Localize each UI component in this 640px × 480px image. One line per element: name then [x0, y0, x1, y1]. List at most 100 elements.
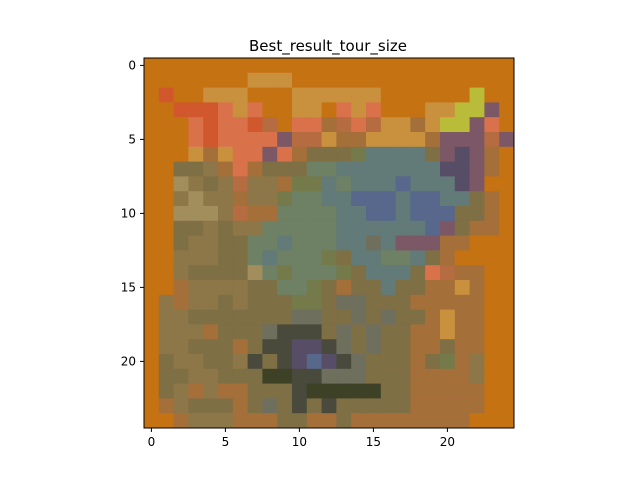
heatmap-cell	[173, 383, 189, 399]
heatmap-cell	[306, 354, 322, 370]
heatmap-cell	[203, 117, 219, 133]
heatmap-cell	[218, 206, 234, 222]
heatmap-cell	[425, 176, 441, 192]
heatmap-cell	[173, 280, 189, 296]
heatmap-cell	[292, 413, 308, 429]
heatmap-cell	[144, 368, 160, 384]
heatmap-cell	[336, 324, 352, 340]
heatmap-cell	[173, 117, 189, 133]
heatmap-cell	[484, 87, 500, 103]
heatmap-cell	[321, 206, 337, 222]
heatmap-cell	[292, 161, 308, 177]
heatmap-cell	[203, 102, 219, 118]
heatmap-cell	[425, 354, 441, 370]
heatmap-cell	[262, 132, 278, 148]
heatmap-cell	[158, 398, 174, 414]
heatmap-cell	[440, 220, 456, 236]
heatmap-cell	[454, 220, 470, 236]
heatmap-cell	[499, 354, 515, 370]
heatmap-cell	[410, 220, 426, 236]
heatmap-cell	[454, 413, 470, 429]
heatmap-cell	[144, 102, 160, 118]
heatmap-cell	[321, 383, 337, 399]
heatmap-cell	[218, 235, 234, 251]
heatmap-cell	[425, 206, 441, 222]
x-tick-label: 20	[440, 435, 455, 449]
heatmap-cell	[158, 132, 174, 148]
heatmap-cell	[277, 339, 293, 355]
heatmap-cell	[277, 235, 293, 251]
heatmap-cell	[144, 132, 160, 148]
heatmap-cell	[158, 117, 174, 133]
heatmap-cell	[144, 72, 160, 88]
heatmap-cell	[469, 324, 485, 340]
heatmap-cell	[262, 339, 278, 355]
heatmap-cell	[336, 354, 352, 370]
heatmap-cell	[410, 132, 426, 148]
heatmap-cell	[440, 250, 456, 266]
heatmap-cell	[366, 58, 382, 74]
heatmap-cell	[336, 176, 352, 192]
heatmap-cell	[454, 383, 470, 399]
heatmap-cell	[262, 398, 278, 414]
heatmap-cell	[440, 383, 456, 399]
heatmap-cell	[321, 398, 337, 414]
heatmap-cell	[203, 191, 219, 207]
heatmap-cell	[484, 72, 500, 88]
heatmap-cell	[469, 339, 485, 355]
heatmap-cell	[425, 250, 441, 266]
heatmap-cell	[203, 368, 219, 384]
heatmap-cell	[262, 294, 278, 310]
heatmap-cell	[351, 398, 367, 414]
heatmap-cell	[484, 176, 500, 192]
heatmap-cell	[158, 102, 174, 118]
heatmap-cell	[247, 146, 263, 162]
heatmap-cell	[454, 102, 470, 118]
heatmap-cell	[351, 294, 367, 310]
heatmap-cell	[336, 220, 352, 236]
heatmap-cell	[469, 368, 485, 384]
heatmap-cell	[203, 324, 219, 340]
heatmap-cell	[454, 309, 470, 325]
heatmap-cell	[366, 117, 382, 133]
heatmap-cell	[158, 383, 174, 399]
heatmap-cell	[292, 383, 308, 399]
heatmap-cell	[484, 280, 500, 296]
heatmap-cell	[380, 413, 396, 429]
heatmap-cell	[277, 176, 293, 192]
heatmap-cell	[188, 191, 204, 207]
heatmap-cell	[499, 235, 515, 251]
heatmap-cell	[262, 383, 278, 399]
heatmap-cell	[321, 309, 337, 325]
heatmap-cell	[218, 102, 234, 118]
y-axis-ticks: 0 5 10 15 20	[121, 58, 144, 368]
heatmap-cell	[469, 206, 485, 222]
heatmap-cell	[454, 294, 470, 310]
heatmap-cell	[262, 354, 278, 370]
heatmap-cell	[410, 398, 426, 414]
heatmap-cell	[454, 176, 470, 192]
heatmap-cell	[469, 280, 485, 296]
heatmap-cell	[336, 132, 352, 148]
heatmap-cell	[395, 161, 411, 177]
heatmap-cell	[306, 220, 322, 236]
heatmap-cell	[410, 206, 426, 222]
heatmap-cell	[173, 324, 189, 340]
heatmap-cell	[144, 250, 160, 266]
heatmap-cell	[218, 161, 234, 177]
heatmap-cell	[395, 146, 411, 162]
heatmap-cell	[395, 87, 411, 103]
heatmap-cell	[188, 161, 204, 177]
heatmap-cell	[469, 161, 485, 177]
heatmap-cell	[499, 191, 515, 207]
heatmap-cell	[218, 309, 234, 325]
heatmap-cell	[484, 146, 500, 162]
heatmap-cell	[351, 339, 367, 355]
heatmap-cell	[469, 102, 485, 118]
heatmap-cell	[499, 176, 515, 192]
heatmap-cell	[410, 117, 426, 133]
heatmap-cell	[351, 191, 367, 207]
heatmap-cell	[484, 161, 500, 177]
heatmap-cell	[336, 280, 352, 296]
heatmap-cell	[218, 250, 234, 266]
